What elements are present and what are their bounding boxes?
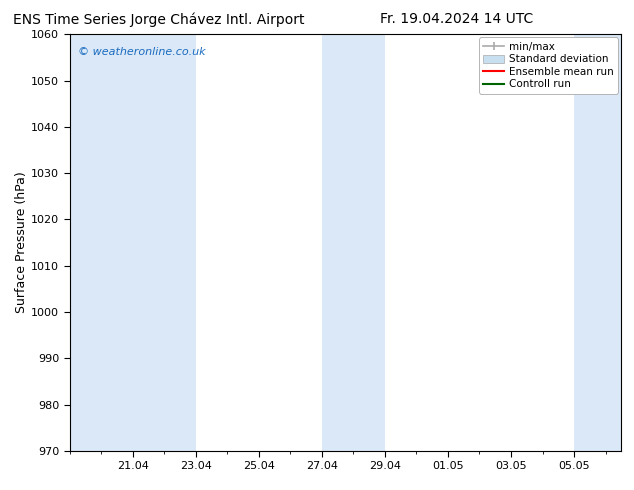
Bar [133,34,196,451]
Y-axis label: Surface Pressure (hPa): Surface Pressure (hPa) [15,172,29,314]
Title: ENS Time Series Jorge Chávez Intl. Airport     Fr. 19.04.2024 14 UTC: ENS Time Series Jorge Chávez Intl. Airpo… [0,489,1,490]
Legend: min/max, Standard deviation, Ensemble mean run, Controll run: min/max, Standard deviation, Ensemble me… [479,37,618,94]
Bar [70,34,133,451]
Text: Fr. 19.04.2024 14 UTC: Fr. 19.04.2024 14 UTC [380,12,533,26]
Bar [322,34,385,451]
Text: © weatheronline.co.uk: © weatheronline.co.uk [78,47,205,57]
Text: ENS Time Series Jorge Chávez Intl. Airport: ENS Time Series Jorge Chávez Intl. Airpo… [13,12,304,27]
Bar [574,34,621,451]
